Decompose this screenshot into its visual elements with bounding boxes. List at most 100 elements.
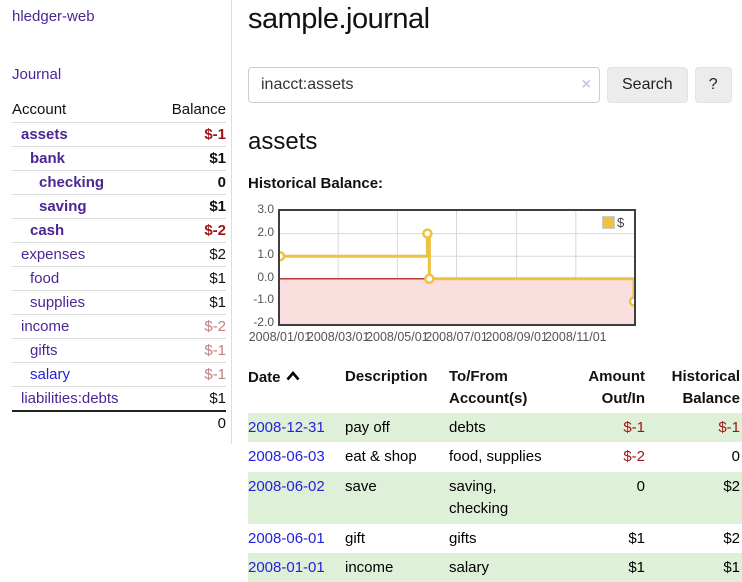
- transaction-accounts: gifts: [449, 529, 477, 547]
- accounts-total-value: 0: [153, 410, 226, 435]
- register-row: 2008-06-01 gift gifts $1 $2: [248, 524, 742, 554]
- account-row: supplies $1: [12, 290, 226, 315]
- account-heading: assets: [248, 128, 318, 155]
- transaction-accounts: saving, checking: [449, 478, 509, 517]
- transaction-description: save: [345, 478, 377, 495]
- y-axis-tick-label: 1.0: [257, 247, 274, 262]
- y-axis-tick-label: 2.0: [257, 224, 274, 239]
- account-row: food $1: [12, 266, 226, 291]
- transaction-balance: 0: [731, 448, 740, 466]
- transaction-amount: $1: [628, 529, 645, 547]
- page-title: sample.journal: [248, 3, 430, 35]
- account-link-liabilities-debts[interactable]: liabilities:debts: [21, 390, 119, 407]
- transaction-balance: $-1: [718, 418, 740, 436]
- transaction-date-link[interactable]: 2008-06-02: [248, 478, 325, 495]
- account-link-income[interactable]: income: [21, 318, 70, 335]
- main-content: sample.journal × Search ? assets Histori…: [248, 0, 742, 582]
- journal-link[interactable]: Journal: [12, 66, 62, 83]
- column-header-accounts: To/From Account(s): [449, 368, 528, 407]
- account-link-cash[interactable]: cash: [30, 222, 65, 239]
- transaction-description: gift: [345, 529, 366, 547]
- accounts-header-balance: Balance: [171, 101, 226, 118]
- register-row: 2008-06-02 save saving, checking 0 $2: [248, 472, 742, 524]
- app-title-link[interactable]: hledger-web: [12, 8, 95, 25]
- search-button[interactable]: Search: [607, 67, 688, 103]
- sort-ascending-icon: [286, 366, 300, 388]
- column-header-date[interactable]: Date: [248, 363, 345, 413]
- historical-balance-chart: 3.0 2.0 1.0 0.0 -1.0 -2.0 2008/01/01 2008/03/01…: [248, 202, 668, 344]
- account-balance: $1: [153, 194, 226, 219]
- x-axis-tick-label: 2008/03/01: [306, 330, 370, 344]
- transaction-date-link[interactable]: 2008-01-01: [248, 559, 325, 577]
- transaction-description: eat & shop: [345, 448, 417, 466]
- account-balance: $-1: [153, 362, 226, 387]
- date-header-label: Date: [248, 369, 281, 386]
- chart-title: Historical Balance:: [248, 175, 384, 192]
- transaction-date-link[interactable]: 2008-06-03: [248, 448, 325, 466]
- x-axis-tick-label: 2008/05/01: [366, 330, 429, 344]
- account-balance: $1: [153, 266, 226, 291]
- x-axis-tick-label: 2008/09/01: [485, 330, 548, 344]
- account-row: expenses $2: [12, 242, 226, 267]
- account-row: assets $-1: [12, 122, 226, 147]
- account-row: income $-2: [12, 314, 226, 339]
- account-balance: $1: [153, 290, 226, 315]
- accounts-header-account: Account: [12, 101, 67, 118]
- search-form: × Search ?: [248, 67, 742, 103]
- transaction-balance: $2: [723, 478, 740, 495]
- account-link-food[interactable]: food: [30, 270, 60, 287]
- legend-swatch: [602, 216, 615, 229]
- account-row: cash $-2: [12, 218, 226, 243]
- account-row: checking 0: [12, 170, 226, 195]
- y-axis-tick-label: -1.0: [253, 292, 274, 307]
- account-link-supplies[interactable]: supplies: [30, 294, 86, 311]
- account-balance: $-1: [153, 338, 226, 363]
- transaction-amount: $-1: [623, 418, 645, 436]
- account-balance: $1: [153, 386, 226, 411]
- register-row: 2008-12-31 pay off debts $-1 $-1: [248, 412, 742, 443]
- x-axis-tick-label: 2008/07/01: [425, 330, 488, 344]
- transaction-description: pay off: [345, 418, 390, 436]
- x-axis-tick-label: 2008/11/01: [544, 330, 607, 344]
- legend-label: $: [617, 215, 625, 230]
- x-axis-tick-label: 2008/01/01: [248, 330, 312, 344]
- transaction-balance: $2: [723, 529, 740, 547]
- account-link-expenses[interactable]: expenses: [21, 246, 86, 263]
- account-balance: $-1: [153, 122, 226, 147]
- transaction-amount: $-2: [623, 448, 645, 466]
- clear-search-icon[interactable]: ×: [581, 76, 591, 93]
- account-row: liabilities:debts $1: [12, 386, 226, 411]
- sidebar: hledger-web Journal Account Balance asse…: [0, 0, 232, 444]
- column-header-balance: Historical Balance: [671, 368, 740, 407]
- help-button[interactable]: ?: [694, 67, 732, 103]
- account-link-checking[interactable]: checking: [39, 174, 105, 191]
- chart-plot-area: [278, 209, 636, 326]
- account-link-bank[interactable]: bank: [30, 150, 66, 167]
- register-table: Date Description To/From Account(s) Amou…: [248, 363, 742, 582]
- account-balance: $-2: [153, 314, 226, 339]
- y-axis-tick-label: 3.0: [257, 202, 274, 216]
- transaction-date-link[interactable]: 2008-06-01: [248, 529, 325, 547]
- account-balance: $-2: [153, 218, 226, 243]
- account-link-assets[interactable]: assets: [21, 126, 68, 143]
- account-row: bank $1: [12, 146, 226, 171]
- account-link-saving[interactable]: saving: [39, 198, 87, 215]
- column-header-description: Description: [345, 368, 428, 385]
- account-link-gifts[interactable]: gifts: [30, 342, 58, 359]
- transaction-accounts: debts: [449, 418, 486, 436]
- transaction-accounts: food, supplies: [449, 448, 542, 466]
- transaction-amount: 0: [636, 478, 645, 495]
- search-input[interactable]: [248, 67, 600, 103]
- register-row: 2008-01-01 income salary $1 $1: [248, 553, 742, 582]
- register-row: 2008-06-03 eat & shop food, supplies $-2 0: [248, 442, 742, 472]
- transaction-date-link[interactable]: 2008-12-31: [248, 418, 325, 436]
- account-balance: $2: [153, 242, 226, 267]
- accounts-table: Account Balance assets $-1 bank $1 checking 0…: [12, 97, 226, 435]
- account-link-salary[interactable]: salary: [30, 366, 71, 383]
- chart-legend: $: [602, 215, 624, 230]
- y-axis-tick-label: -2.0: [253, 315, 274, 329]
- transaction-accounts: salary: [449, 559, 490, 577]
- transaction-description: income: [345, 559, 394, 577]
- transaction-balance: $1: [723, 559, 740, 577]
